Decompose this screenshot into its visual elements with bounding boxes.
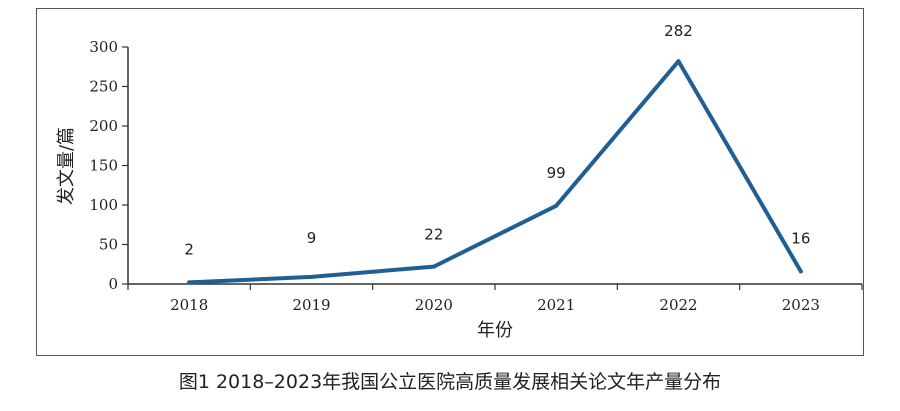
x-tick-label: 2021 — [537, 296, 575, 314]
y-tick-label: 0 — [108, 275, 118, 293]
x-tick-label: 2023 — [782, 296, 820, 314]
y-tick-label: 250 — [89, 78, 118, 96]
data-label: 16 — [791, 229, 810, 247]
data-point — [431, 264, 436, 269]
y-tick-label: 200 — [89, 117, 118, 135]
data-points — [187, 59, 803, 285]
axes — [127, 47, 862, 285]
data-label: 22 — [424, 226, 443, 244]
data-label: 2 — [184, 240, 194, 258]
data-point — [187, 280, 192, 285]
figure-caption: 图1 2018–2023年我国公立医院高质量发展相关论文年产量分布 — [178, 371, 722, 393]
y-tick-label: 50 — [99, 236, 118, 254]
data-point — [309, 274, 314, 279]
y-tick-label: 150 — [89, 157, 118, 175]
x-tick-label: 2022 — [659, 296, 697, 314]
x-ticks: 2018 2019 2020 2021 2022 2023 — [127, 284, 863, 314]
chart-frame — [36, 8, 864, 356]
series-line — [187, 59, 803, 285]
y-axis-title: 发文量/篇 — [56, 127, 77, 205]
x-tick-label: 2019 — [292, 296, 330, 314]
data-label: 9 — [307, 229, 317, 247]
y-tick-label: 100 — [89, 196, 118, 214]
data-point — [798, 269, 803, 274]
x-tick-label: 2020 — [415, 296, 453, 314]
y-ticks: 0 50 100 150 200 250 300 — [89, 38, 128, 293]
data-point — [676, 59, 681, 64]
data-labels: 2 9 22 99 282 16 — [184, 22, 810, 258]
x-axis-title: 年份 — [477, 320, 513, 341]
data-label: 282 — [664, 22, 693, 40]
data-point — [554, 203, 559, 208]
x-tick-label: 2018 — [170, 296, 208, 314]
data-label: 99 — [547, 164, 566, 182]
y-tick-label: 300 — [89, 38, 118, 56]
